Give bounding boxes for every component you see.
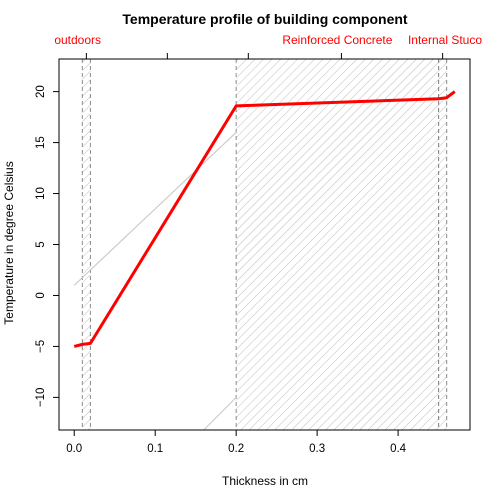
layer-hatch-1 — [236, 59, 439, 430]
x-tick-label: 0.0 — [66, 443, 82, 455]
layer-hatch-2 — [438, 59, 447, 430]
x-axis-title: Thickness in cm — [222, 474, 308, 488]
layer-label: Internal Stuco — [408, 33, 482, 47]
y-tick-label: 15 — [35, 136, 47, 149]
y-tick-label: 10 — [35, 187, 47, 200]
x-tick-label: 0.2 — [228, 443, 244, 455]
guide-line-1 — [203, 396, 237, 431]
layers-group — [81, 58, 448, 431]
layer-label: Reinforced Concrete — [282, 33, 392, 47]
y-tick-label: 0 — [35, 292, 47, 298]
y-tick-label: −5 — [35, 340, 47, 353]
guide-line-0 — [73, 131, 237, 286]
layer-labels: outdoors Reinforced Concrete Internal Stuc… — [54, 33, 482, 47]
x-tick-label: 0.4 — [390, 443, 407, 455]
y-axis-title: Temperature in degree Celsius — [2, 161, 16, 324]
chart-title: Temperature profile of building componen… — [122, 11, 408, 27]
y-axis: −10 −5 0 5 10 15 20 — [35, 85, 60, 408]
x-tick-label: 0.1 — [147, 443, 163, 455]
layer-label: outdoors — [54, 33, 101, 47]
series-group — [73, 90, 456, 348]
temperature-series-line — [73, 90, 456, 348]
x-tick-label: 0.3 — [309, 443, 325, 455]
top-axis — [85, 53, 444, 59]
y-tick-label: 5 — [35, 241, 47, 247]
layer-hatch-0 — [82, 59, 91, 430]
y-tick-label: 20 — [35, 85, 47, 98]
guide-lines-group — [73, 131, 237, 431]
y-tick-label: −10 — [35, 388, 47, 408]
x-axis: 0.0 0.1 0.2 0.3 0.4 — [66, 429, 407, 455]
